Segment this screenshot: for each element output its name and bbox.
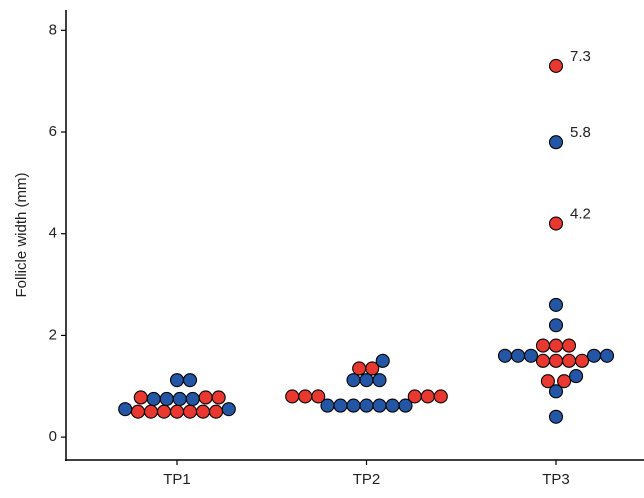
dot <box>143 404 159 419</box>
dot <box>333 398 348 413</box>
dot <box>433 389 448 404</box>
dot <box>599 348 615 363</box>
dot <box>548 135 564 150</box>
dot <box>385 398 400 413</box>
dot <box>359 398 374 413</box>
dot <box>586 348 602 363</box>
dot <box>548 353 564 368</box>
x-tick-label: TP3 <box>542 471 570 488</box>
dot <box>372 373 387 388</box>
data-label: 5.8 <box>570 124 591 141</box>
y-tick-label: 4 <box>49 225 57 242</box>
dot <box>156 404 172 419</box>
dot <box>208 404 224 419</box>
dot <box>169 373 185 388</box>
dot <box>510 348 526 363</box>
dot <box>523 348 539 363</box>
y-tick-label: 0 <box>49 428 57 445</box>
dot <box>497 348 513 363</box>
data-label: 7.3 <box>570 48 591 65</box>
dot <box>346 398 361 413</box>
dot <box>182 373 198 388</box>
dot <box>285 389 300 404</box>
dot <box>548 384 564 399</box>
dot <box>548 338 564 353</box>
dot <box>118 402 133 417</box>
dot <box>172 391 187 407</box>
dot <box>311 389 326 404</box>
y-tick-label: 8 <box>49 21 57 38</box>
dot <box>198 390 213 405</box>
dot <box>195 404 211 419</box>
dot <box>211 390 226 405</box>
dot <box>130 404 146 419</box>
y-axis-title: Follicle width (mm) <box>13 172 30 297</box>
dot <box>221 402 236 417</box>
dot <box>540 374 555 389</box>
dot <box>146 391 161 407</box>
dot <box>420 389 435 404</box>
dot <box>569 369 584 384</box>
dot <box>535 338 551 353</box>
y-tick-label: 6 <box>49 123 57 140</box>
dot <box>320 398 335 413</box>
dot <box>535 353 551 368</box>
dot <box>182 404 198 419</box>
dot <box>375 353 390 368</box>
data-label: 4.2 <box>570 206 591 223</box>
dot <box>359 373 374 388</box>
dot <box>561 353 577 368</box>
y-tick-label: 2 <box>49 326 57 343</box>
dot <box>548 58 564 73</box>
x-tick-label: TP1 <box>163 471 191 488</box>
dot <box>346 373 361 388</box>
dot <box>352 361 367 376</box>
dot <box>133 390 148 405</box>
dot <box>548 216 564 231</box>
dot <box>561 338 577 353</box>
dot <box>548 318 564 333</box>
dot <box>398 398 413 413</box>
dot <box>548 297 564 312</box>
dot <box>298 389 313 404</box>
dot <box>407 389 422 404</box>
x-tick-label: TP2 <box>353 471 381 488</box>
dot <box>574 353 590 368</box>
dot <box>372 398 387 413</box>
dot <box>169 404 185 419</box>
dot <box>557 374 572 389</box>
dot <box>159 391 174 407</box>
dot <box>548 409 564 424</box>
dot <box>185 391 200 407</box>
